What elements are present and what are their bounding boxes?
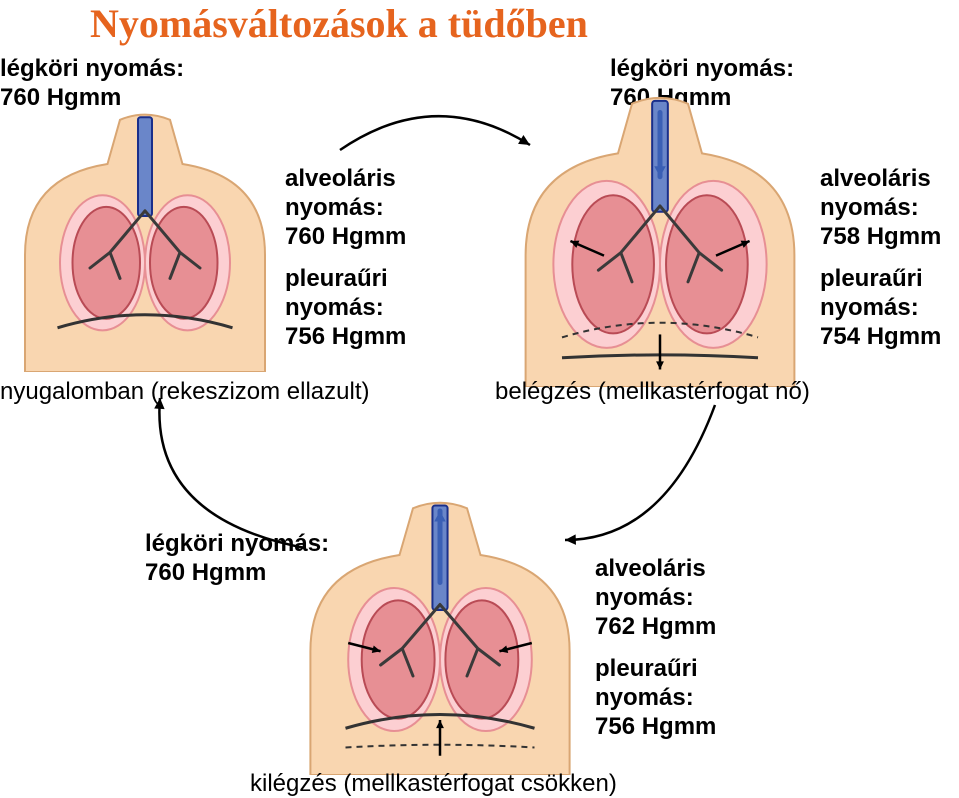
exhale-caption: kilégzés (mellkastérfogat csökken) [250,770,617,798]
figure-inhale [520,95,800,387]
rest-atm-label: légköri nyomás: 760 Hgmm [0,55,184,113]
cycle-arrow-inhale-to-exhale [555,400,735,550]
inhale-alv-label: alveoláris nyomás: 758 Hgmm [820,165,941,251]
inhale-ple-label: pleuraűri nyomás: 754 Hgmm [820,265,941,351]
page-title: Nyomásváltozások a tüdőben [90,0,588,47]
figure-rest [20,112,270,372]
figure-exhale [305,500,575,775]
rest-alv-label: alveoláris nyomás: 760 Hgmm [285,165,406,251]
cycle-arrow-exhale-to-rest [130,388,330,558]
rest-ple-label: pleuraűri nyomás: 756 Hgmm [285,265,406,351]
exhale-ple-label: pleuraűri nyomás: 756 Hgmm [595,655,716,741]
exhale-alv-label: alveoláris nyomás: 762 Hgmm [595,555,716,641]
cycle-arrow-rest-to-inhale [330,105,540,175]
